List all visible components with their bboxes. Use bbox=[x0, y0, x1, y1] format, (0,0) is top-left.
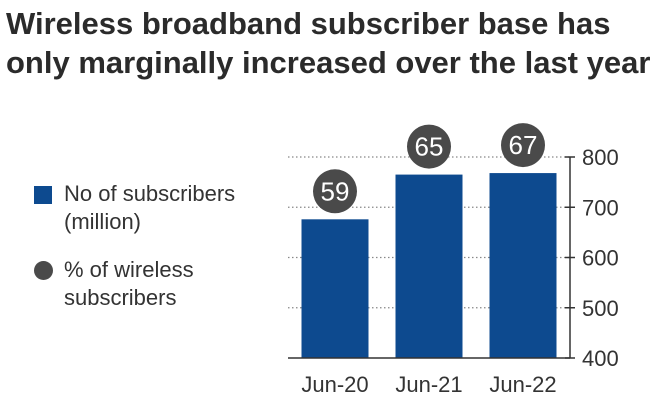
x-tick-label: Jun-21 bbox=[395, 372, 462, 397]
dot-wireless-share bbox=[407, 124, 451, 169]
legend-label-wireless-share: % of wireless subscribers bbox=[64, 257, 194, 310]
x-tick-label: Jun-20 bbox=[301, 372, 368, 397]
chart-title: Wireless broadband subscriber base has o… bbox=[6, 6, 651, 80]
legend-item-subscribers: No of subscribers (million) bbox=[34, 180, 274, 236]
y-tick-label: 700 bbox=[582, 195, 619, 220]
dot-label: 59 bbox=[321, 176, 350, 206]
y-tick-label: 800 bbox=[582, 145, 619, 170]
bar-subscribers bbox=[489, 173, 557, 358]
legend-swatch-bar bbox=[34, 186, 52, 204]
dot-label: 65 bbox=[415, 132, 444, 162]
legend-swatch-dot bbox=[34, 261, 53, 280]
bar-subscribers bbox=[395, 174, 463, 358]
legend: No of subscribers (million) % of wireles… bbox=[34, 180, 274, 312]
y-tick-label: 500 bbox=[582, 296, 619, 321]
bar-subscribers bbox=[301, 219, 369, 358]
dot-label: 67 bbox=[509, 130, 538, 160]
dot-wireless-share bbox=[313, 169, 357, 214]
y-tick-label: 400 bbox=[582, 346, 619, 371]
x-tick-label: Jun-22 bbox=[489, 372, 556, 397]
dot-wireless-share bbox=[501, 123, 545, 168]
legend-item-wireless-share: % of wireless subscribers bbox=[34, 256, 274, 312]
y-tick-label: 600 bbox=[582, 246, 619, 271]
legend-label-subscribers: No of subscribers (million) bbox=[64, 181, 236, 234]
